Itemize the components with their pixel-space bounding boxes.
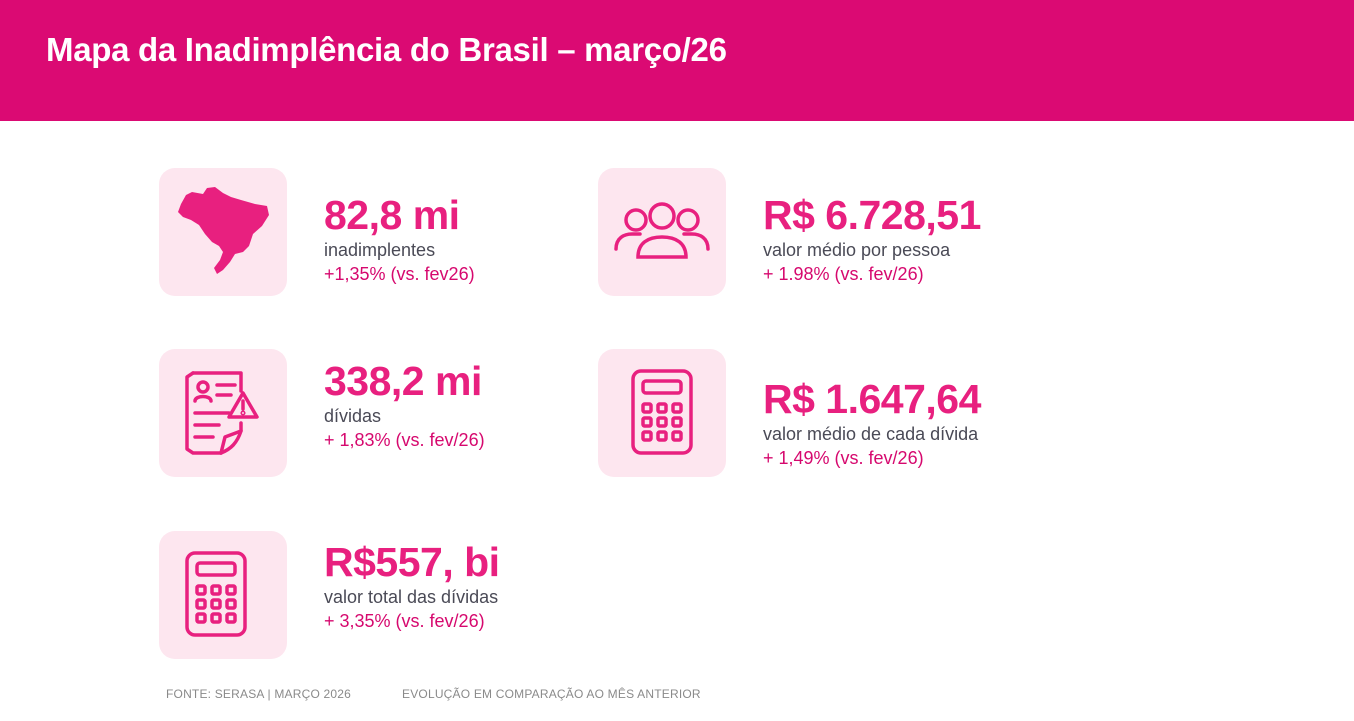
stat-value: R$557, bi — [324, 539, 500, 585]
stat-label: valor médio de cada dívida — [763, 424, 979, 444]
debt-document-warning-icon — [159, 349, 287, 477]
stat-delta: + 1,83% (vs. fev/26) — [324, 430, 485, 450]
footer-note: EVOLUÇÃO EM COMPARAÇÃO AO MÊS ANTERIOR — [402, 687, 701, 701]
stat-label: valor total das dívidas — [324, 587, 499, 607]
stat-card-valor-medio-divida: R$ 1.647,64 valor médio de cada dívida +… — [598, 349, 1018, 477]
calculator-icon — [598, 349, 726, 477]
brazil-map-icon — [159, 168, 287, 296]
stat-card-inadimplentes: 82,8 mi inadimplentes +1,35% (vs. fev26) — [159, 168, 579, 296]
stat-value: R$ 6.728,51 — [763, 192, 981, 238]
stat-delta: + 1.98% (vs. fev/26) — [763, 264, 924, 284]
stat-card-dividas: 338,2 mi dívidas + 1,83% (vs. fev/26) — [159, 349, 579, 477]
stat-value: 338,2 mi — [324, 358, 482, 404]
footer-source: FONTE: SERASA | MARÇO 2026 — [166, 687, 352, 701]
stat-card-valor-medio-pessoa: R$ 6.728,51 valor médio por pessoa + 1.9… — [598, 168, 1018, 296]
people-group-icon — [598, 168, 726, 296]
stat-label: valor médio por pessoa — [763, 240, 951, 260]
stat-delta: +1,35% (vs. fev26) — [324, 264, 475, 284]
stat-value: R$ 1.647,64 — [763, 376, 981, 422]
header-banner: Mapa da Inadimplência do Brasil – março/… — [0, 0, 1354, 121]
stat-card-valor-total: R$557, bi valor total das dívidas + 3,35… — [159, 531, 579, 659]
calculator-icon — [159, 531, 287, 659]
stat-delta: + 3,35% (vs. fev/26) — [324, 611, 485, 631]
stat-label: dívidas — [324, 406, 382, 426]
stat-value: 82,8 mi — [324, 192, 460, 238]
page-title: Mapa da Inadimplência do Brasil – março/… — [46, 31, 727, 68]
stat-delta: + 1,49% (vs. fev/26) — [763, 448, 924, 468]
stat-label: inadimplentes — [324, 240, 436, 260]
